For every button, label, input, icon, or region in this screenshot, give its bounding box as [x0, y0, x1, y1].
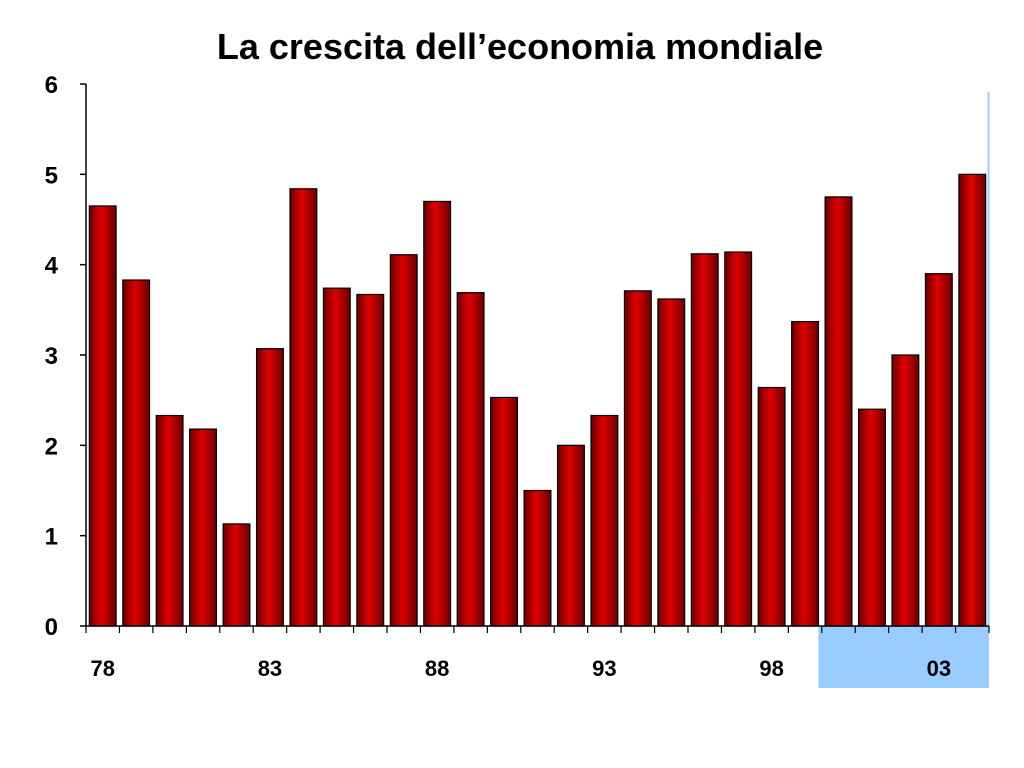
bar-03 — [924, 273, 953, 627]
bar-02 — [891, 354, 920, 627]
chart-title: La crescita dell’economia mondiale — [216, 26, 824, 67]
y-tick-label: 2 — [45, 433, 58, 460]
bar-01 — [857, 408, 886, 627]
bar-98 — [757, 386, 786, 627]
bar-82 — [222, 523, 251, 627]
bar-97 — [724, 251, 753, 627]
y-tick-label: 5 — [45, 162, 58, 189]
bar-95 — [657, 298, 686, 627]
bar-96 — [690, 253, 719, 627]
bar-86 — [356, 293, 385, 627]
bar-87 — [389, 254, 418, 627]
bar-81 — [189, 428, 218, 627]
x-tick-label: 93 — [592, 656, 616, 681]
bar-84 — [289, 188, 318, 627]
x-tick-label: 03 — [927, 656, 951, 681]
bar-78 — [88, 205, 117, 627]
bar-85 — [322, 287, 351, 627]
bar-89 — [456, 292, 485, 627]
bar-88 — [423, 200, 452, 627]
y-tick-label: 0 — [45, 614, 58, 641]
x-tick-label: 88 — [425, 656, 449, 681]
x-tick-label: 78 — [90, 656, 114, 681]
bar-94 — [623, 290, 652, 627]
bar-99 — [791, 320, 820, 627]
x-tick-label: 83 — [258, 656, 282, 681]
bar-04 — [958, 173, 987, 627]
bar-79 — [122, 279, 151, 627]
y-tick-label: 4 — [45, 253, 59, 280]
y-tick-label: 6 — [45, 72, 58, 99]
highlight-band — [818, 626, 989, 688]
bar-00 — [824, 196, 853, 627]
y-tick-label: 3 — [45, 343, 58, 370]
bar-93 — [590, 414, 619, 627]
bar-91 — [523, 489, 552, 627]
bar-90 — [490, 396, 519, 627]
bar-92 — [556, 444, 585, 627]
y-tick-label: 1 — [45, 524, 58, 551]
x-tick-label: 98 — [759, 656, 783, 681]
bar-83 — [255, 348, 284, 627]
bar-80 — [155, 414, 184, 627]
